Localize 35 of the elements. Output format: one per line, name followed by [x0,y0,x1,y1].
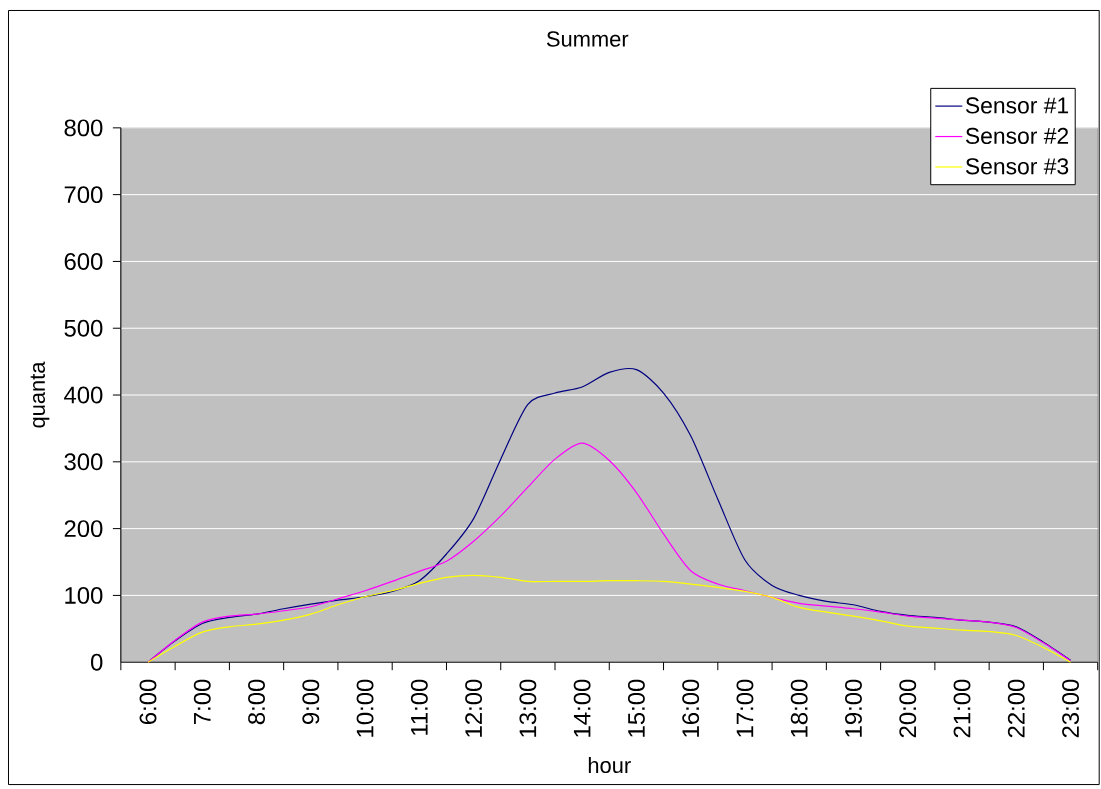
x-tick-label: 14:00 [573,679,591,737]
y-tick-label: 800 [64,119,103,137]
x-tick-label: 13:00 [519,679,537,737]
y-tick-label: 300 [64,453,103,471]
x-tick-label: 15:00 [627,679,645,737]
x-tick-label: 11:00 [410,679,428,735]
x-tick-label: 7:00 [193,679,211,724]
x-tick-label: 10:00 [356,679,374,737]
chart-title: Summer [546,31,629,47]
y-tick-label: 0 [91,653,103,671]
legend-label: Sensor #3 [965,158,1069,175]
x-tick-label: 20:00 [899,679,917,738]
x-tick-label: 18:00 [790,679,808,737]
y-tick-label: 100 [65,586,103,604]
x-tick-label: 21:00 [953,679,971,738]
y-tick-label: 400 [64,386,103,404]
x-tick-label: 12:00 [465,679,483,737]
line-series [147,574,1072,663]
x-axis-title: hour [588,757,631,774]
legend-label: Sensor #1 [965,97,1069,114]
line-series [147,442,1072,663]
x-tick-label: 6:00 [139,679,157,724]
y-axis-title: quanta [30,361,50,428]
x-tick-label: 8:00 [248,679,265,725]
x-tick-label: 9:00 [302,679,320,725]
x-tick-label: 23:00 [1062,679,1080,738]
y-tick-label: 600 [64,252,103,270]
y-tick-label: 500 [64,319,103,337]
x-tick-label: 17:00 [736,679,754,737]
x-tick-label: 22:00 [1007,679,1025,738]
y-tick-label: 200 [64,520,103,538]
x-tick-label: 19:00 [845,679,862,737]
y-tick-label: 700 [64,186,103,204]
legend-label: Sensor #2 [965,127,1069,144]
x-tick-label: 16:00 [682,679,700,737]
